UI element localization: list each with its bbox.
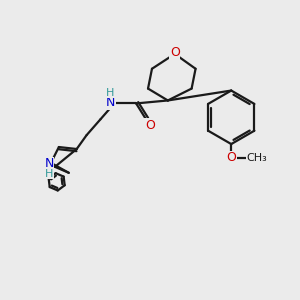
Text: O: O: [226, 152, 236, 164]
Text: N: N: [44, 158, 54, 170]
Text: O: O: [170, 46, 180, 59]
Text: O: O: [145, 119, 155, 132]
Text: H: H: [106, 88, 115, 98]
Text: N: N: [106, 96, 115, 109]
Text: CH₃: CH₃: [247, 153, 267, 163]
Text: H: H: [45, 169, 53, 179]
